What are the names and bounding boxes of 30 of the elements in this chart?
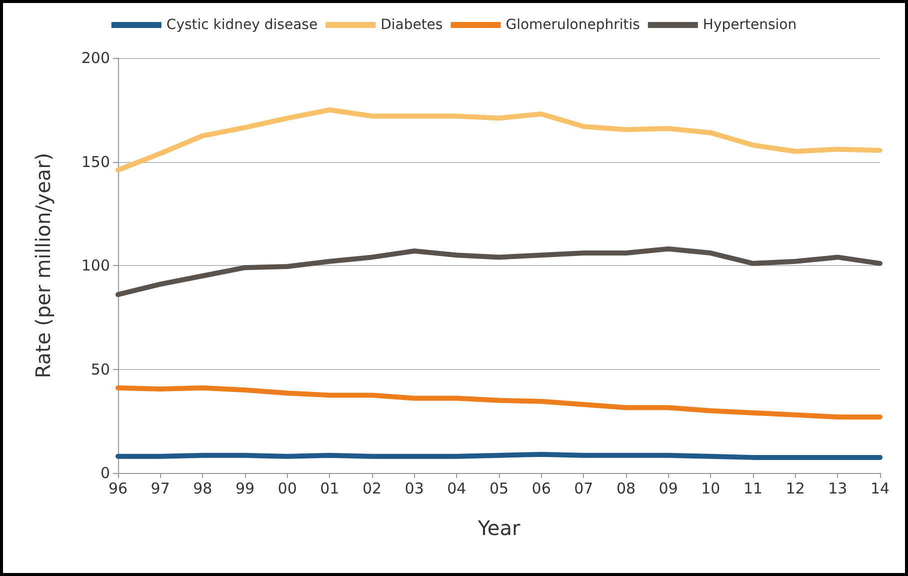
x-tick-label: 02 <box>362 480 382 498</box>
y-tick-label: 0 <box>100 464 110 482</box>
legend-label: Diabetes <box>380 17 443 33</box>
x-tick-label: 01 <box>320 480 340 498</box>
x-tick-label: 09 <box>658 480 678 498</box>
legend-label: Glomerulonephritis <box>506 17 640 33</box>
x-tick-label: 97 <box>150 480 170 498</box>
x-tick-label: 98 <box>193 480 212 498</box>
y-tick-label: 50 <box>90 360 110 378</box>
x-tick-label: 12 <box>786 480 805 498</box>
legend-label: Hypertension <box>702 17 797 33</box>
x-axis-title: Year <box>476 516 521 540</box>
x-tick-label: 00 <box>278 480 297 498</box>
x-tick-label: 07 <box>574 480 594 498</box>
x-tick-label: 13 <box>828 480 848 498</box>
y-axis-title: Rate (per million/year) <box>31 152 55 378</box>
legend-label: Cystic kidney disease <box>166 17 318 33</box>
x-tick-label: 99 <box>235 480 255 498</box>
x-tick-label: 05 <box>489 480 509 498</box>
x-tick-label: 10 <box>701 480 720 498</box>
x-tick-label: 03 <box>404 480 424 498</box>
x-tick-label: 08 <box>616 480 636 498</box>
x-tick-label: 11 <box>743 480 763 498</box>
x-tick-label: 06 <box>532 480 551 498</box>
x-tick-label: 14 <box>870 480 890 498</box>
y-tick-label: 150 <box>81 152 110 171</box>
x-tick-label: 04 <box>447 480 466 498</box>
x-tick-label: 96 <box>108 480 128 498</box>
y-tick-label: 200 <box>81 49 110 67</box>
y-tick-label: 100 <box>81 256 110 274</box>
